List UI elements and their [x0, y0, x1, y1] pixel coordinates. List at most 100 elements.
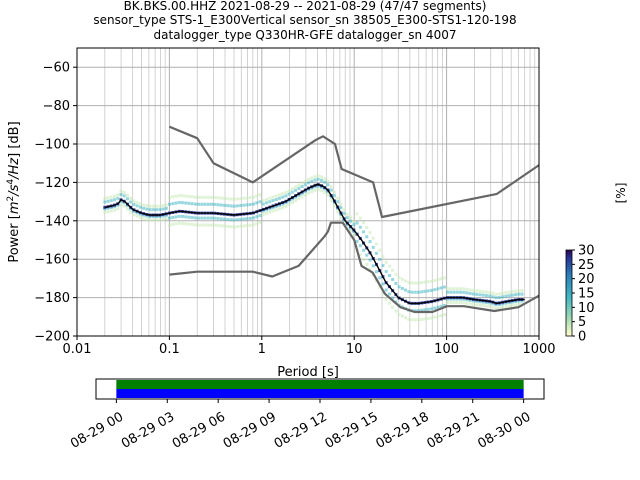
density-cell: [423, 280, 427, 284]
density-cell: [232, 197, 236, 201]
density-cell: [151, 208, 155, 212]
density-cell: [116, 203, 120, 207]
colorbar-segment: [566, 308, 572, 311]
density-cell: [494, 306, 498, 310]
density-cell: [167, 195, 171, 199]
density-cell: [229, 204, 233, 208]
density-cell: [381, 254, 385, 258]
density-cell: [365, 253, 369, 257]
density-cell: [491, 305, 495, 309]
density-cell: [478, 303, 482, 307]
density-cell: [433, 315, 437, 319]
density-cell: [478, 300, 482, 304]
density-cell: [135, 211, 139, 215]
density-cell: [407, 317, 411, 321]
density-cell: [339, 206, 343, 210]
density-cell: [494, 292, 498, 296]
density-cell: [316, 184, 320, 188]
density-cell: [520, 292, 524, 296]
density-cell: [184, 194, 188, 198]
density-cell: [471, 302, 475, 306]
density-cell: [116, 207, 120, 211]
density-cell: [216, 217, 220, 221]
density-cell: [459, 297, 463, 301]
density-cell: [174, 201, 178, 205]
colorbar-segment: [566, 295, 572, 298]
density-cell: [106, 199, 110, 203]
density-cell: [219, 196, 223, 200]
colorbar-segment: [566, 273, 572, 277]
density-cell: [342, 218, 346, 222]
density-cell: [384, 270, 388, 274]
density-cell: [113, 208, 117, 212]
density-cell: [365, 235, 369, 239]
density-cell: [235, 204, 239, 208]
density-cell: [129, 200, 133, 204]
density-cell: [164, 217, 168, 221]
density-cell: [520, 289, 524, 293]
density-cell: [281, 192, 285, 196]
density-cell: [410, 281, 414, 285]
density-cell: [342, 211, 346, 215]
density-cell: [239, 204, 243, 208]
density-cell: [404, 288, 408, 292]
timeline-tick-label: 08-29 00: [68, 410, 126, 452]
density-cell: [374, 270, 378, 274]
y-tick-label: −80: [43, 99, 70, 114]
density-cell: [407, 280, 411, 284]
colorbar-segment: [566, 320, 572, 324]
colorbar-segment: [566, 277, 572, 281]
density-cell: [171, 222, 175, 226]
plot-frame: [76, 47, 540, 337]
density-cell: [167, 202, 171, 206]
density-cell: [222, 224, 226, 228]
density-cell: [452, 290, 456, 294]
density-cell: [113, 205, 117, 209]
density-cell: [303, 179, 307, 183]
density-cell: [517, 292, 521, 296]
density-cell: [345, 223, 349, 227]
density-cell: [142, 217, 146, 221]
density-cell: [206, 202, 210, 206]
low-noise-model-line: [169, 221, 540, 314]
density-cell: [504, 291, 508, 295]
colorbar-segment: [566, 333, 572, 337]
density-cell: [329, 195, 333, 199]
density-cell: [284, 204, 288, 208]
density-cell: [336, 210, 340, 214]
timeline-tick-label: 08-29 06: [170, 410, 228, 452]
colorbar-tick-label: 20: [578, 272, 595, 287]
density-cell: [387, 301, 391, 305]
density-cell: [109, 195, 113, 199]
y-tick-label: −200: [34, 330, 70, 345]
density-cell: [462, 297, 466, 301]
timeline-tick-label: 08-29 15: [323, 410, 381, 452]
density-cell: [148, 208, 152, 212]
density-cell: [465, 298, 469, 302]
density-cell: [413, 318, 417, 322]
density-cell: [161, 204, 165, 208]
density-cell: [323, 177, 327, 181]
density-cell: [391, 305, 395, 309]
density-cell: [265, 197, 269, 201]
density-cell: [284, 190, 288, 194]
density-cell: [258, 200, 262, 204]
colorbar-segment: [566, 325, 572, 328]
density-cell: [197, 216, 201, 220]
density-cell: [449, 290, 453, 294]
density-cell: [514, 289, 518, 293]
density-cell: [439, 286, 443, 290]
density-cell: [471, 289, 475, 293]
density-cell: [358, 244, 362, 248]
density-cell: [171, 202, 175, 206]
density-cell: [187, 194, 191, 198]
density-cell: [103, 207, 107, 211]
density-cell: [248, 203, 252, 207]
colorbar-tick-label: 10: [578, 301, 595, 316]
density-cell: [242, 203, 246, 207]
density-cell: [462, 287, 466, 291]
density-cell: [484, 300, 488, 304]
density-cell: [184, 215, 188, 219]
timeline-tick-label: 08-30 00: [475, 410, 533, 452]
density-cell: [319, 189, 323, 193]
